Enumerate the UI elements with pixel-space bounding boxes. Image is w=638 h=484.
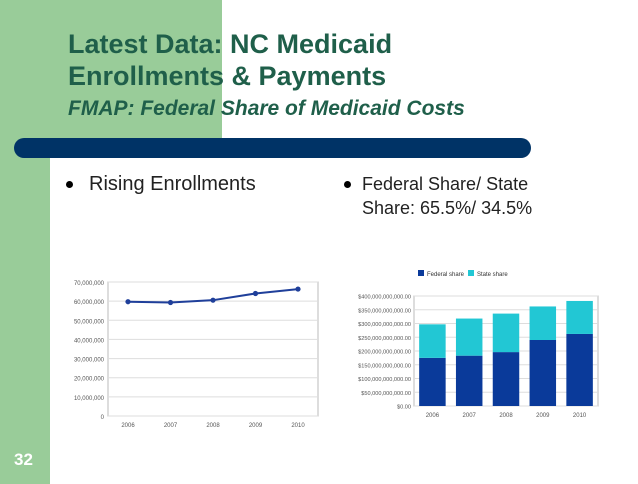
bar-federal-2009: [529, 340, 557, 406]
bullet-right-text-line-1: Federal Share/ State: [362, 174, 529, 194]
line-y-tick-label: 10,000,000: [74, 396, 105, 402]
bar-y-tick-label: $0.00: [397, 405, 411, 411]
bar-state-2010: [566, 300, 593, 334]
line-y-tick-label: 70,000,000: [74, 281, 105, 287]
title-block: Latest Data: NC Medicaid Enrollments & P…: [68, 28, 628, 122]
slide-title-line-2: Enrollments & Payments: [68, 61, 387, 91]
bar-federal-2006: [419, 357, 446, 406]
bar-x-tick-label: 2009: [536, 413, 550, 419]
bar-state-2008: [492, 313, 520, 353]
bar-state-2006: [419, 324, 446, 358]
line-y-tick-label: 40,000,000: [74, 338, 105, 344]
left-green-panel: [0, 0, 50, 484]
bullet-right-text-line-2: Share: 65.5%/ 34.5%: [362, 198, 533, 218]
bullet-left-text: Rising Enrollments: [89, 173, 256, 195]
enrollment-data-point: [210, 297, 216, 303]
bar-y-tick-label: $100,000,000,000.00: [358, 377, 411, 383]
bar-x-tick-label: 2010: [573, 413, 587, 419]
bar-y-tick-label: $300,000,000,000.00: [358, 322, 411, 328]
bar-federal-2007: [455, 355, 483, 406]
bar-state-2007: [455, 318, 483, 356]
enrollment-data-point: [167, 299, 174, 306]
bar-state-2009: [529, 306, 557, 340]
bullet-dot-icon: [66, 181, 73, 188]
bar-x-tick-label: 2008: [499, 413, 513, 419]
legend-swatch-1: [468, 270, 474, 276]
divider-bar: [14, 138, 531, 158]
line-x-tick-label: 2008: [206, 423, 220, 429]
line-plot-area: [107, 281, 319, 417]
bar-federal-2008: [492, 352, 520, 406]
bullet-dot-icon: [344, 181, 351, 188]
bullet-right: Federal Share/ State Share: 65.5%/ 34.5%: [344, 172, 574, 220]
slide-number: 32: [14, 450, 33, 469]
bar-y-tick-label: $200,000,000,000.00: [358, 350, 411, 356]
line-x-tick-label: 2006: [121, 423, 135, 429]
bar-y-tick-label: $350,000,000,000.00: [358, 308, 411, 314]
legend-label-1: State share: [477, 272, 508, 278]
top-green-block: [50, 0, 222, 138]
bar-y-tick-label: $50,000,000,000.00: [361, 391, 411, 397]
bar-x-tick-label: 2006: [426, 413, 440, 419]
fmap-stacked-bar-chart: Federal share State share $0.00 $50,000,000…: [358, 270, 599, 419]
line-y-tick-label: 60,000,000: [74, 300, 105, 306]
enrollment-line-chart: 0 10,000,000 20,000,000 30,000,000 40,000,00…: [74, 281, 319, 429]
enrollment-data-point: [125, 299, 131, 305]
line-x-tick-label: 2009: [249, 423, 263, 429]
line-y-tick-label: 20,000,000: [74, 377, 105, 383]
slide-title-line-1: Latest Data: NC Medicaid: [68, 29, 393, 59]
line-y-tick-label: 0: [101, 415, 105, 421]
line-y-tick-label: 50,000,000: [74, 319, 105, 325]
enrollment-data-point: [295, 286, 301, 292]
bar-x-tick-label: 2007: [463, 413, 477, 419]
legend-swatch-0: [418, 270, 424, 276]
bar-y-tick-label: $400,000,000,000.00: [358, 295, 411, 301]
slide-subtitle: FMAP: Federal Share of Medicaid Costs: [68, 97, 465, 120]
line-x-tick-label: 2007: [164, 423, 178, 429]
legend-label-0: Federal share: [427, 272, 465, 278]
enrollment-data-point: [252, 290, 259, 297]
bullet-left: Rising Enrollments: [66, 172, 316, 196]
line-x-tick-label: 2010: [291, 423, 305, 429]
bar-y-tick-label: $150,000,000,000.00: [358, 363, 411, 369]
bar-federal-2010: [566, 333, 593, 406]
line-y-tick-label: 30,000,000: [74, 358, 105, 364]
bar-y-tick-label: $250,000,000,000.00: [358, 336, 411, 342]
